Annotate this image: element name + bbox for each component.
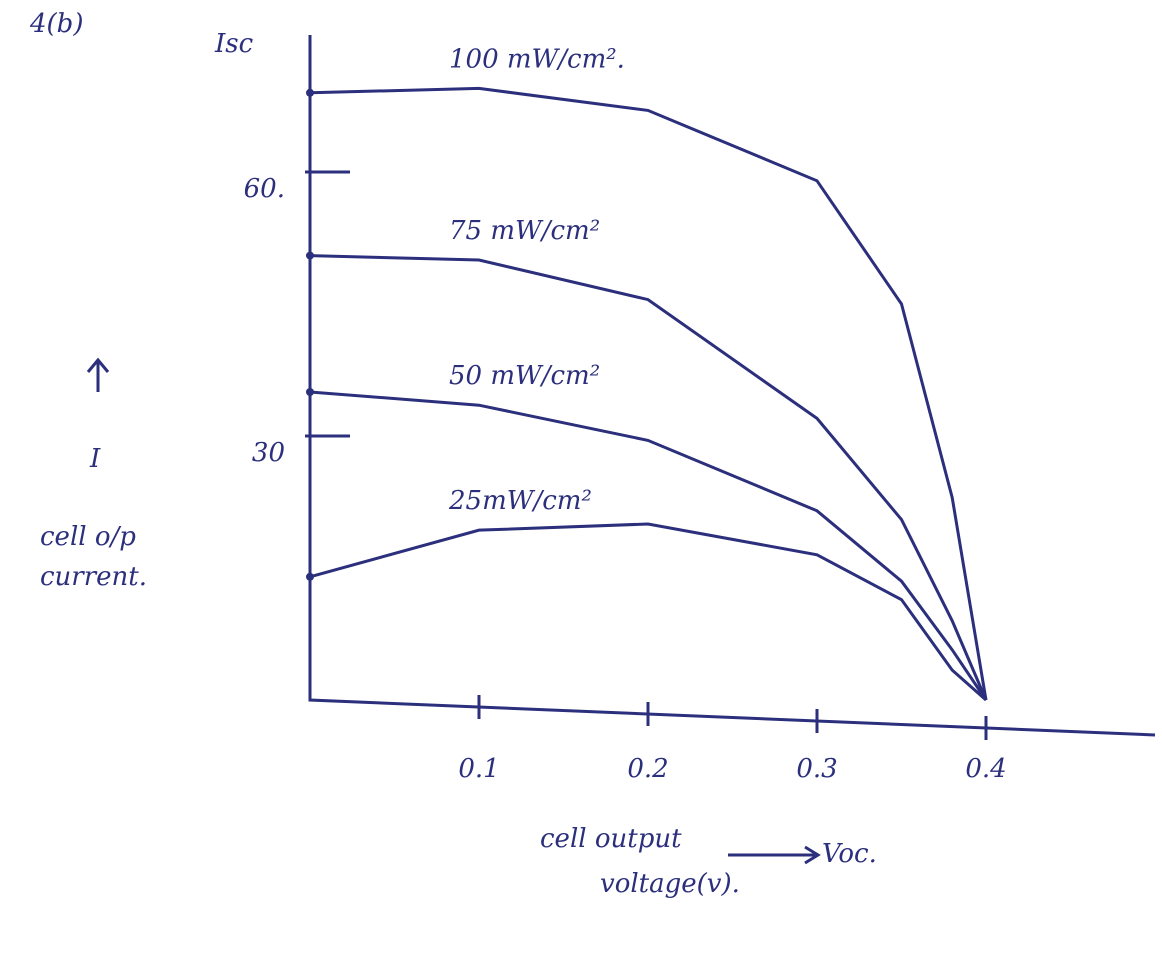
start-dot (306, 573, 314, 581)
series-line (310, 392, 986, 700)
series-line (310, 256, 986, 700)
series-line (310, 524, 986, 700)
y-tick-label: 60. (244, 174, 285, 204)
series-label: 100 mW/cm². (449, 44, 625, 74)
start-dot (306, 388, 314, 396)
series-label: 75 mW/cm² (449, 216, 600, 246)
x-axis-label: voltage(v). (600, 869, 740, 899)
y-axis-description: current. (40, 562, 147, 592)
y-axis-description: cell o/p (40, 522, 136, 552)
x-tick-label: 0.1 (458, 754, 499, 784)
axis-line (310, 35, 1155, 735)
x-tick-label: 0.4 (965, 754, 1006, 784)
start-dot (306, 89, 314, 97)
x-axis-label: cell output (540, 824, 682, 854)
x-tick-label: 0.2 (627, 754, 668, 784)
y-arrow (88, 360, 108, 392)
series-label: 25mW/cm² (448, 486, 592, 516)
y-axis-label: I (89, 444, 101, 474)
series-line (310, 88, 986, 700)
x-tick-label: 0.3 (796, 754, 837, 784)
y-top-label: Isc (214, 29, 254, 59)
x-arrow (728, 847, 818, 863)
y-tick-label: 30 (252, 438, 285, 468)
x-arrow-label: Voc. (822, 839, 877, 869)
chart: 4(b) Isc I cell o/p current. cell output… (0, 0, 1162, 953)
series-label: 50 mW/cm² (449, 361, 600, 391)
start-dot (306, 252, 314, 260)
chart-title: 4(b) (29, 9, 83, 39)
